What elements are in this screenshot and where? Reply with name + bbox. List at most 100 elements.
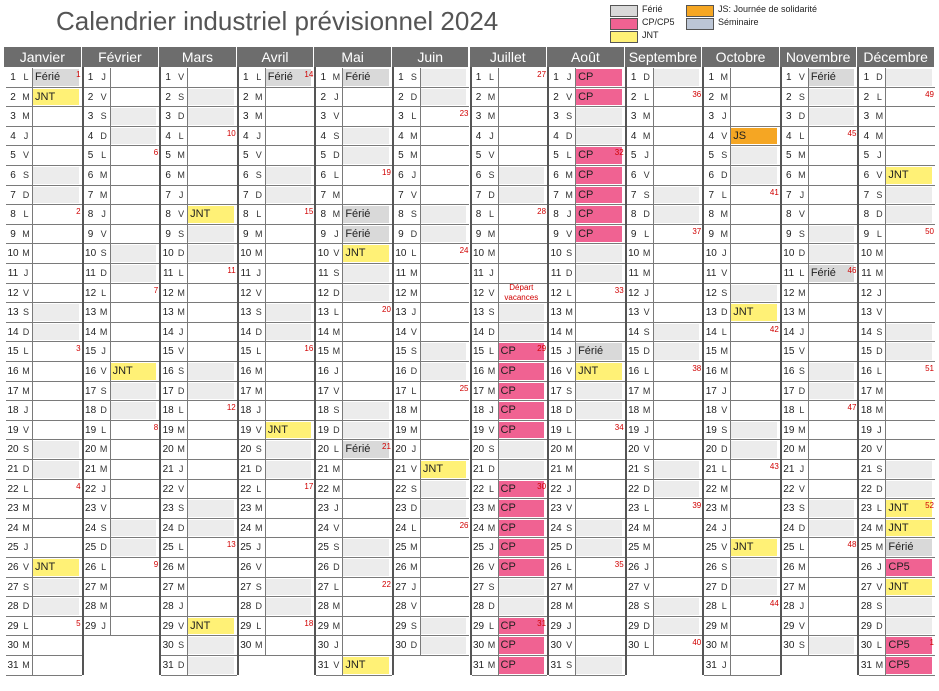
day-cell[interactable]: 23 S <box>161 499 237 519</box>
day-cell[interactable]: 26 S <box>704 558 780 578</box>
day-cell[interactable]: 24 M <box>238 518 315 539</box>
day-cell[interactable]: 23 V <box>549 499 625 519</box>
day-cell[interactable]: 16 M <box>6 362 82 382</box>
day-cell[interactable]: 11 J <box>238 264 315 284</box>
day-cell[interactable]: 1 V Férié <box>781 68 858 88</box>
day-cell[interactable]: 9 V CP <box>549 224 625 245</box>
day-cell[interactable]: 15 D <box>859 342 935 362</box>
day-cell[interactable]: 26 M <box>161 558 237 578</box>
day-cell[interactable]: 10 M <box>238 244 315 264</box>
day-cell[interactable]: 20 M <box>83 440 160 460</box>
day-cell[interactable]: 20 S <box>238 440 315 460</box>
day-cell[interactable]: 26 M <box>781 558 858 578</box>
day-cell[interactable]: 11 V <box>704 264 780 284</box>
day-cell[interactable]: 17 M <box>6 381 82 402</box>
day-cell[interactable]: 23 M <box>704 499 780 519</box>
day-cell[interactable]: 30 M <box>704 636 780 656</box>
day-cell[interactable]: 27 J <box>393 577 470 598</box>
day-cell[interactable]: 30 V <box>549 636 625 656</box>
day-cell[interactable]: 29 L CP 31 <box>471 616 548 637</box>
day-cell[interactable]: 21 D <box>238 460 315 480</box>
day-cell[interactable]: 19 L 34 <box>549 420 625 441</box>
day-cell[interactable]: 19 V JNT <box>238 420 315 441</box>
day-cell[interactable]: 14 J <box>161 322 237 343</box>
day-cell[interactable]: 24 V <box>316 518 392 539</box>
day-cell[interactable]: 6 M CP <box>549 166 625 186</box>
day-cell[interactable]: 16 M CP <box>471 362 548 382</box>
day-cell[interactable]: 27 V <box>626 577 703 598</box>
day-cell[interactable]: 22 M <box>316 479 392 500</box>
day-cell[interactable]: 17 L 25 <box>393 381 470 402</box>
day-cell[interactable]: 24 J <box>704 518 780 539</box>
day-cell[interactable]: 20 V <box>626 440 703 460</box>
day-cell[interactable]: 24 M <box>6 518 82 539</box>
day-cell[interactable]: 21 J <box>781 460 858 480</box>
day-cell[interactable]: 11 J <box>6 264 82 284</box>
day-cell[interactable]: 18 J <box>6 401 82 421</box>
day-cell[interactable]: 11 D <box>549 264 625 284</box>
day-cell[interactable]: 13 D JNT <box>704 303 780 323</box>
day-cell[interactable]: 29 M <box>316 616 392 637</box>
day-cell[interactable]: 6 V JNT <box>859 166 935 186</box>
day-cell[interactable]: 13 S <box>471 303 548 323</box>
day-cell[interactable]: 24 L 26 <box>393 518 470 539</box>
day-cell[interactable]: 14 S <box>859 322 935 343</box>
day-cell[interactable]: 18 D <box>549 401 625 421</box>
day-cell[interactable]: 25 J CP <box>471 538 548 558</box>
day-cell[interactable]: 20 M <box>161 440 237 460</box>
day-cell[interactable]: 14 L 42 <box>704 322 780 343</box>
day-cell[interactable]: 21 J <box>161 460 237 480</box>
day-cell[interactable]: 11 L 11 <box>161 264 237 284</box>
day-cell[interactable]: 30 S <box>781 636 858 656</box>
day-cell[interactable]: 26 V CP <box>471 558 548 578</box>
day-cell[interactable]: 11 M <box>393 264 470 284</box>
day-cell[interactable]: 19 L 8 <box>83 420 160 441</box>
day-cell[interactable]: 8 J CP <box>549 205 625 225</box>
day-cell[interactable]: 31 V JNT <box>316 656 392 676</box>
day-cell[interactable]: 26 D <box>316 558 392 578</box>
day-cell[interactable]: 12 J <box>859 283 935 304</box>
day-cell[interactable]: 30 L 40 <box>626 636 703 656</box>
day-cell[interactable]: 21 D <box>6 460 82 480</box>
day-cell[interactable]: 25 M <box>626 538 703 558</box>
day-cell[interactable]: 27 M <box>781 577 858 598</box>
day-cell[interactable]: 16 S <box>161 362 237 382</box>
day-cell[interactable]: 4 L 10 <box>161 126 237 147</box>
day-cell[interactable]: 2 M JNT <box>6 87 82 108</box>
day-cell[interactable]: 26 J <box>626 558 703 578</box>
day-cell[interactable]: 26 M <box>393 558 470 578</box>
day-cell[interactable]: 14 D <box>471 322 548 343</box>
day-cell[interactable]: 28 D <box>6 597 82 617</box>
day-cell[interactable]: 15 L 3 <box>6 342 82 362</box>
day-cell[interactable]: 18 M <box>859 401 935 421</box>
day-cell[interactable]: 18 M <box>626 401 703 421</box>
day-cell[interactable]: 20 M <box>781 440 858 460</box>
day-cell[interactable]: 10 V JNT <box>316 244 392 264</box>
day-cell[interactable]: 12 J <box>626 283 703 304</box>
day-cell[interactable]: 9 L 50 <box>859 224 935 245</box>
day-cell[interactable]: 17 S <box>549 381 625 402</box>
day-cell[interactable]: 26 V JNT <box>6 558 82 578</box>
